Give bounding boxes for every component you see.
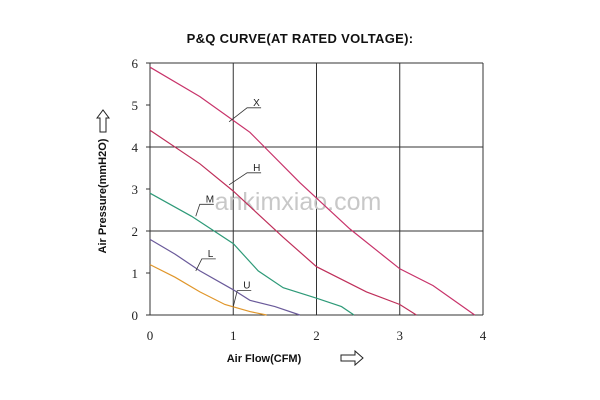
label-leader-line — [228, 107, 262, 123]
label-leader-line — [228, 172, 262, 186]
curve-labels: X H M L U — [195, 98, 262, 307]
y-tick-label: 5 — [132, 98, 139, 113]
right-arrow-icon — [340, 349, 364, 367]
series-group — [149, 66, 476, 316]
series-line-u — [149, 264, 267, 316]
x-tick-label: 0 — [147, 328, 154, 343]
label-leader-line — [195, 258, 216, 272]
tick-labels: 0 1 2 3 4 5 6 0 1 2 3 4 — [132, 56, 487, 343]
label-leader-line — [232, 290, 252, 307]
series-line-l — [149, 238, 301, 316]
x-axis-label: Air Flow(CFM) — [227, 353, 302, 365]
x-tick-label: 2 — [313, 328, 320, 343]
curve-label-h: H — [253, 163, 260, 174]
curve-label-u: U — [243, 281, 250, 292]
x-tick-label: 1 — [230, 328, 237, 343]
curve-label-l: L — [208, 249, 214, 260]
x-tick-label: 4 — [480, 328, 487, 343]
y-tick-label: 0 — [132, 308, 139, 323]
up-arrow-icon — [96, 109, 110, 133]
y-tick-label: 2 — [132, 224, 139, 239]
label-leader-line — [195, 203, 214, 217]
series-line-h — [149, 129, 417, 316]
grid — [146, 62, 484, 316]
x-tick-label: 3 — [397, 328, 404, 343]
y-axis-label: Air Pressure(mmH2O) — [97, 138, 109, 253]
y-tick-label: 3 — [132, 182, 139, 197]
y-tick-label: 1 — [132, 266, 139, 281]
curve-label-x: X — [253, 98, 260, 109]
curve-label-m: M — [206, 194, 214, 205]
series-line-x — [149, 66, 476, 316]
y-tick-label: 4 — [132, 140, 139, 155]
series-line-m — [149, 192, 355, 316]
watermark-text: ankimxiao.com — [215, 188, 382, 216]
y-tick-label: 6 — [132, 56, 139, 71]
chart-title: P&Q CURVE(AT RATED VOLTAGE): — [186, 31, 414, 46]
